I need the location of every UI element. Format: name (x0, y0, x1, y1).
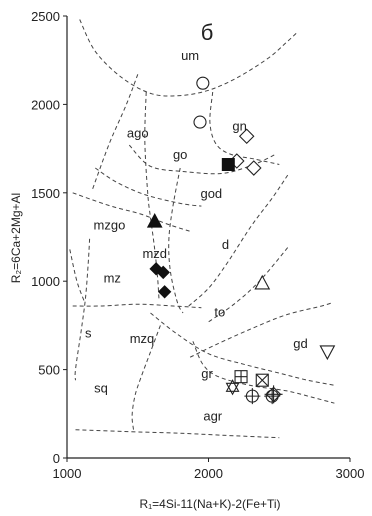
x-tick-label: 1000 (53, 466, 82, 481)
region-label: go (173, 147, 187, 162)
field-boundaries (69, 19, 336, 439)
y-tick-label: 2500 (31, 9, 60, 24)
region-label: mzd (142, 246, 167, 261)
open-triangle-marker (254, 274, 271, 290)
panel-label: б (201, 20, 214, 45)
open-circle-marker (193, 115, 207, 129)
y-axis-title: R₂=6Ca+2Mg+Al (9, 193, 23, 283)
data-markers (146, 76, 336, 405)
x-axis-title: R₁=4Si-11(Na+K)-2(Fe+Ti) (139, 497, 280, 511)
region-label: ago (127, 126, 149, 141)
field-boundary (74, 238, 91, 381)
filled-diamond-marker (156, 265, 170, 280)
region-label: mz (104, 271, 121, 286)
open-circle-marker (196, 76, 210, 90)
circled-plus-marker (244, 388, 261, 405)
open-diamond-marker (238, 128, 255, 145)
field-boundary (168, 167, 184, 314)
squared-x-marker (255, 373, 269, 387)
region-label: agr (203, 409, 222, 424)
y-tick-label: 500 (38, 363, 60, 378)
field-boundary (92, 74, 139, 190)
field-boundary (95, 167, 202, 207)
diamond-plus-marker (264, 385, 283, 404)
open-diamond-marker (246, 160, 262, 176)
region-label: sq (94, 380, 108, 395)
region-labels: um ago gn go god mzgo d mzd mz to s mzq gd gr sq agr (85, 48, 308, 424)
filled-triangle-marker (146, 213, 163, 228)
field-boundary (72, 192, 192, 233)
field-boundary (69, 249, 85, 301)
y-tick-label: 1500 (31, 186, 60, 201)
region-label: god (200, 186, 222, 201)
region-label: gd (293, 336, 307, 351)
field-boundary (75, 429, 280, 439)
region-label: mzq (130, 331, 155, 346)
field-boundary (188, 174, 289, 307)
region-label: um (181, 48, 199, 63)
y-tick-label: 0 (53, 451, 60, 466)
region-label: d (222, 237, 229, 252)
field-boundary (192, 341, 335, 404)
x-tick-label: 2000 (194, 466, 223, 481)
filled-square-marker (221, 158, 235, 172)
star-of-david-marker (225, 379, 240, 396)
squared-plus-marker (234, 370, 248, 384)
field-boundary (189, 301, 334, 358)
x-tick-label: 3000 (336, 466, 365, 481)
open-triangle-down-marker (319, 345, 336, 361)
field-boundary (131, 325, 161, 430)
circled-plus-marker (264, 388, 281, 405)
field-boundary (79, 19, 298, 97)
region-label: mzgo (94, 218, 126, 233)
region-label: gn (232, 119, 246, 134)
region-label: to (214, 304, 225, 319)
region-label: gr (201, 366, 213, 381)
field-boundary (209, 91, 280, 165)
y-tick-label: 2000 (31, 97, 60, 112)
field-boundary (72, 303, 202, 309)
region-label: s (85, 325, 92, 340)
field-boundary (128, 144, 277, 175)
ticks: 0 500 1000 1500 2000 2500 1000 2000 3000 (31, 9, 364, 481)
filled-diamond-marker (157, 285, 172, 299)
field-boundary (150, 312, 336, 386)
y-tick-label: 1000 (31, 274, 60, 289)
